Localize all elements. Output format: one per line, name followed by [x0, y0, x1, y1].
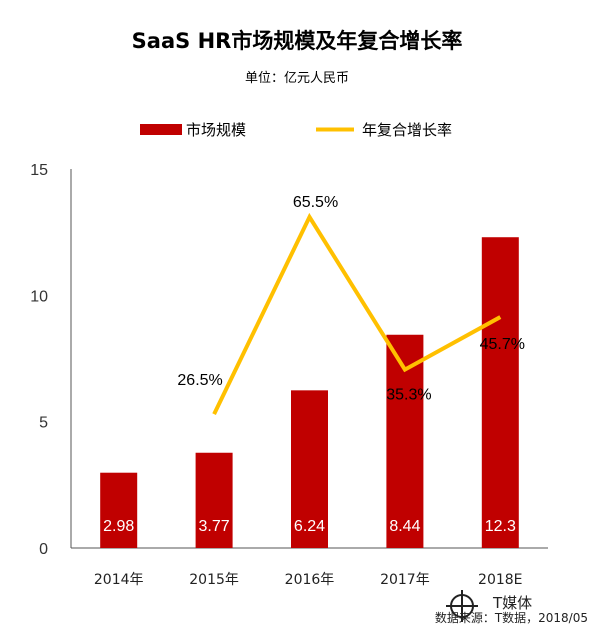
legend-label-line: 年复合增长率: [362, 121, 452, 139]
bar-value-label: 8.44: [389, 518, 420, 535]
y-tick-label: 5: [39, 415, 48, 432]
axes: 0 5 10 15 2014年 2015年 2016年 2017年 2018E: [30, 162, 548, 588]
legend-label-bar: 市场规模: [186, 121, 246, 139]
legend: 市场规模 年复合增长率: [140, 121, 452, 139]
x-tick-label: 2017年: [380, 572, 430, 588]
bar: [481, 237, 519, 548]
growth-line: [212, 212, 502, 415]
y-tick-label: 15: [30, 162, 48, 179]
x-tick-label: 2014年: [94, 572, 144, 588]
source-note: 数据来源：T数据，2018/05: [435, 610, 588, 625]
legend-swatch-bar: [140, 124, 182, 135]
bar-value-label: 2.98: [103, 518, 134, 535]
bar-value-label: 12.3: [485, 518, 516, 535]
bar: [100, 472, 138, 548]
bar: [195, 452, 233, 548]
x-tick-label: 2016年: [285, 572, 335, 588]
rate-value-label: 26.5%: [177, 372, 222, 389]
bar-value-label: 6.24: [294, 518, 325, 535]
x-tick-label: 2018E: [478, 572, 522, 588]
y-tick-label: 0: [39, 541, 48, 558]
rate-value-label: 65.5%: [293, 194, 338, 211]
data-labels: 2.98 3.77 6.24 8.44 12.3 26.5% 65.5% 35.3% 45.7%: [103, 194, 525, 535]
x-tick-label: 2015年: [189, 572, 239, 588]
logo: [446, 590, 478, 622]
growth-rate-line: [212, 212, 502, 415]
chart-title: SaaS HR市场规模及年复合增长率: [132, 29, 463, 53]
y-tick-label: 10: [30, 288, 48, 305]
bar: [291, 390, 328, 548]
bars: [100, 237, 519, 548]
rate-value-label: 35.3%: [386, 387, 431, 404]
chart-subtitle: 单位：亿元人民币: [245, 71, 349, 86]
footer: T媒体 数据来源：T数据，2018/05: [435, 590, 588, 625]
logo-text: T媒体: [492, 594, 532, 612]
bar-value-label: 3.77: [199, 518, 230, 535]
rate-value-label: 45.7%: [480, 336, 525, 353]
